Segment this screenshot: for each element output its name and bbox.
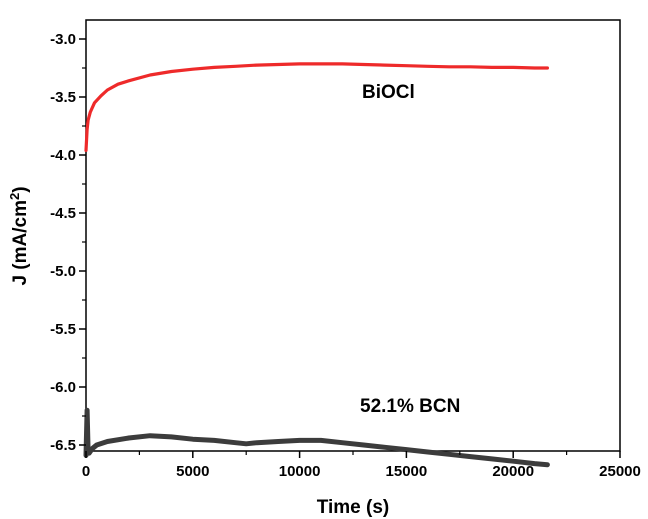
y-axis-title-main: J (mA/cm	[10, 200, 31, 286]
y-axis-title: J (mA/cm2)	[7, 186, 31, 285]
plot-area-border	[85, 19, 621, 452]
y-tick-label: -6.5	[50, 437, 76, 454]
y-tick-label: -4.5	[50, 205, 76, 222]
y-tick-label: -3.5	[50, 89, 76, 106]
y-tick-label: -5.5	[50, 321, 76, 338]
x-tick-label: 15000	[386, 463, 428, 480]
y-tick-label: -6.0	[50, 379, 76, 396]
series-label-biocl: BiOCl	[362, 82, 415, 103]
x-axis-ticks: 0 5000 10000 15000 20000 25000	[82, 451, 641, 480]
y-axis-title-close: )	[10, 186, 31, 192]
x-tick-label: 20000	[492, 463, 534, 480]
plot-frame	[85, 19, 621, 452]
y-axis-ticks: -3.0 -3.5 -4.0 -4.5 -5.0 -5.5 -6.0 -6.5	[50, 31, 86, 454]
x-axis-title: Time (s)	[317, 497, 390, 518]
series-line-biocl	[84, 62, 550, 152]
x-tick-label: 0	[82, 463, 90, 480]
x-tick-label: 5000	[176, 463, 209, 480]
series-line-bcn	[83, 407, 550, 468]
x-tick-label: 25000	[599, 463, 641, 480]
y-axis-title-superscript: 2	[7, 193, 22, 200]
x-tick-label: 10000	[279, 463, 321, 480]
series-labels: BiOCl 52.1% BCN	[360, 82, 460, 417]
series-layer	[83, 62, 550, 468]
y-tick-label: -3.0	[50, 31, 76, 48]
y-tick-label: -5.0	[50, 263, 76, 280]
series-label-bcn: 52.1% BCN	[360, 396, 460, 417]
y-tick-label: -4.0	[50, 147, 76, 164]
